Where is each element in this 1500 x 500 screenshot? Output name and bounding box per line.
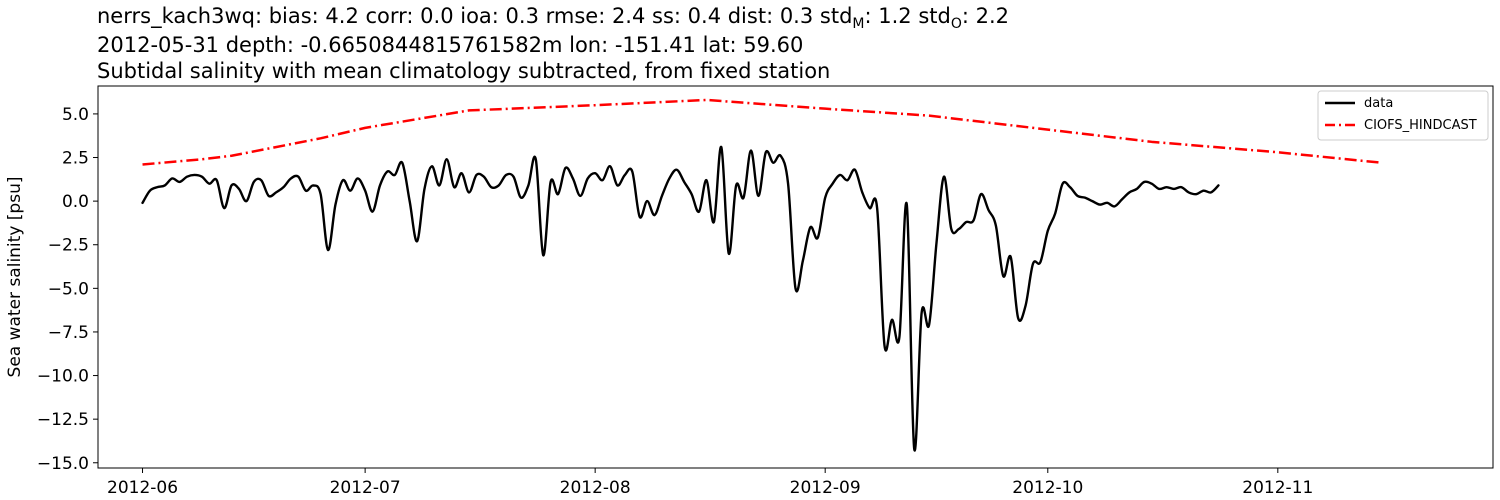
plot-area [97,85,1494,469]
title-line-1: nerrs_kach3wq: bias: 4.2 corr: 0.0 ioa: … [97,4,1009,32]
x-axis-ticks: 2012-06 2012-07 2012-08 2012-09 2012-10 2012-… [107,468,1313,498]
title-std-o-subscript: O [951,16,962,32]
x-tick-label: 2012-08 [560,478,631,498]
y-axis-label: Sea water salinity [psu] [5,177,25,378]
y-tick-label: −12.5 [37,410,89,430]
axes-frame [97,85,1494,469]
legend: data CIOFS_HINDCAST [1317,90,1489,141]
x-tick-label: 2012-11 [1242,478,1313,498]
series-layer [141,98,1382,452]
x-tick-label: 2012-10 [1012,478,1083,498]
series-line-data [141,145,1220,452]
title-line-2: 2012-05-31 depth: -0.6650844815761582m l… [97,33,803,57]
legend-data-label: data [1364,96,1393,111]
x-tick-label: 2012-06 [107,478,178,498]
series-line-ciofs-hindcast [142,98,1382,166]
y-tick-label: 5.0 [62,105,89,125]
title-line-3: Subtidal salinity with mean climatology … [97,59,830,83]
y-tick-label: 2.5 [62,149,89,169]
title-line-1-mid: : 1.2 std [865,4,951,28]
y-axis-ticks: 5.0 2.5 0.0 −2.5 −5.0 −7.5 −10.0 −12.5 −15.0 [37,105,98,474]
y-tick-label: −15.0 [37,454,89,474]
title-line-1-prefix: nerrs_kach3wq: bias: 4.2 corr: 0.0 ioa: … [97,4,852,29]
y-tick-label: 0.0 [62,192,89,212]
title-line-1-suffix: : 2.2 [962,4,1009,28]
y-tick-label: −5.0 [48,279,89,299]
y-tick-label: −10.0 [37,367,89,387]
title-std-m-subscript: M [852,16,864,32]
y-tick-label: −7.5 [48,323,89,343]
x-tick-label: 2012-09 [790,478,861,498]
x-tick-label: 2012-07 [330,478,401,498]
legend-model-label: CIOFS_HINDCAST [1364,118,1477,133]
y-tick-label: −2.5 [48,236,89,256]
legend-box [1317,90,1489,141]
chart-title: nerrs_kach3wq: bias: 4.2 corr: 0.0 ioa: … [97,4,1009,83]
